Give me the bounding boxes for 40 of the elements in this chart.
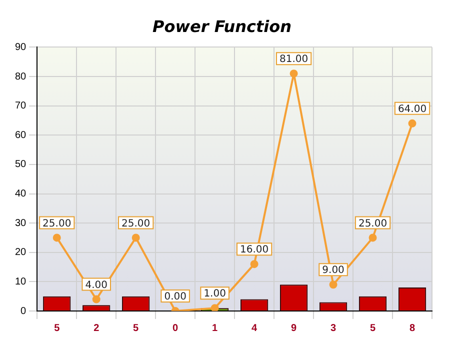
y-tick-label: 90: [15, 42, 27, 53]
x-tick-label: 3: [330, 322, 336, 334]
point: [52, 234, 61, 242]
point: [408, 119, 416, 128]
y-tick-label: 10: [15, 276, 27, 288]
x-tick-label: 8: [409, 322, 416, 334]
x-tick-label: 1: [212, 322, 218, 334]
data-label: 1.00: [204, 288, 226, 300]
data-label: 9.00: [322, 265, 344, 276]
y-tick-label: 40: [15, 188, 27, 200]
y-tick-label: 20: [15, 247, 27, 258]
x-tick-label: 4: [252, 322, 258, 334]
y-tick-label: 50: [15, 159, 27, 170]
point: [210, 304, 219, 311]
data-label: 64.00: [398, 104, 427, 116]
data-label: 81.00: [279, 54, 308, 66]
point: [368, 234, 377, 242]
data-label: 16.00: [240, 244, 269, 256]
data-label: 0.00: [164, 292, 186, 303]
point: [250, 260, 258, 268]
x-tick-label: 2: [94, 322, 100, 334]
x-tick-label: 5: [370, 322, 376, 334]
point: [92, 295, 100, 304]
x-tick-label: 0: [172, 322, 179, 334]
y-tick-label: 70: [15, 100, 27, 112]
y-tick-label: 0: [20, 306, 27, 317]
point: [132, 234, 140, 242]
point: [290, 70, 298, 78]
y-tick-label: 80: [15, 71, 27, 82]
chart-title: Power Function: [152, 16, 292, 36]
y-tick-label: 30: [15, 218, 27, 229]
data-label: 25.00: [42, 218, 72, 230]
y-tick-label: 60: [15, 130, 27, 141]
point: [329, 280, 338, 289]
x-tick-label: 9: [291, 322, 298, 334]
data-label: 25.00: [358, 218, 388, 230]
data-label: 25.00: [122, 218, 150, 230]
data-label: 4.00: [85, 280, 108, 291]
x-tick-label: 5: [133, 322, 140, 334]
x-tick-label: 5: [54, 322, 60, 334]
